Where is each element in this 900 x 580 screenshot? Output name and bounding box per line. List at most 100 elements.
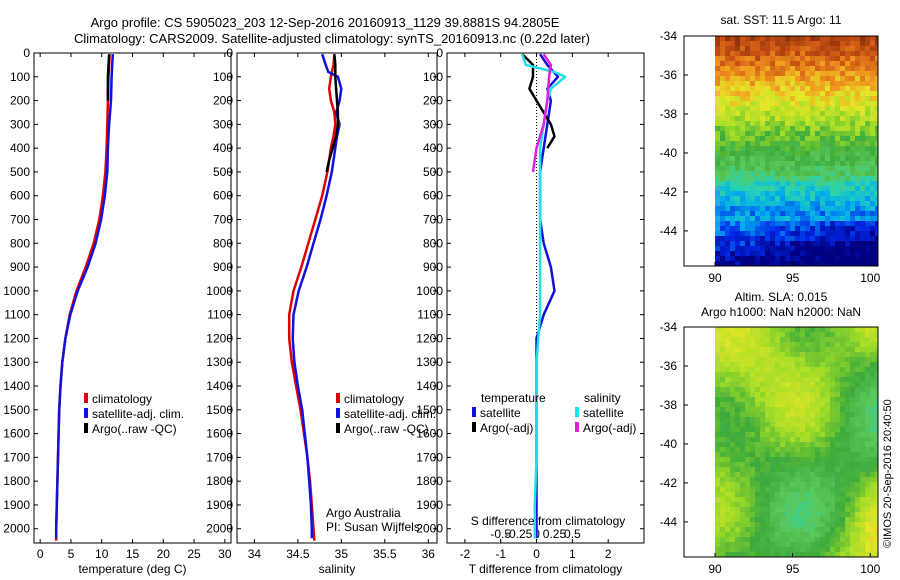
map-cell <box>770 191 776 197</box>
map-cell <box>855 417 861 423</box>
map-cell <box>820 422 826 428</box>
map-cell <box>860 402 866 408</box>
map-cell <box>795 86 801 92</box>
map-cell <box>750 36 756 42</box>
map-cell <box>800 231 806 237</box>
y-tick-label: 1700 <box>416 450 443 464</box>
map-cell <box>835 462 841 468</box>
map-cell <box>785 547 791 553</box>
map-cell <box>785 342 791 348</box>
map-cell <box>870 482 876 488</box>
map-cell <box>810 477 816 483</box>
map-cell <box>775 467 781 473</box>
map-cell <box>845 81 851 87</box>
x-tick-label: 34.5 <box>286 547 310 561</box>
map-cell <box>840 126 846 132</box>
map-cell <box>765 136 771 142</box>
map-cell <box>715 327 721 333</box>
series-line-argo-raw-qc- <box>106 54 111 101</box>
map-cell <box>770 106 776 112</box>
map-x-tick-label: 100 <box>860 562 880 576</box>
map-cell <box>795 61 801 67</box>
map-cell <box>785 106 791 112</box>
map-cell <box>785 156 791 162</box>
map-cell <box>725 236 731 242</box>
map-cell <box>720 261 726 266</box>
map-cell <box>715 402 721 408</box>
map-cell <box>825 236 831 242</box>
map-cell <box>835 51 841 57</box>
map-cell <box>825 517 831 523</box>
map-cell <box>820 482 826 488</box>
map-cell <box>820 417 826 423</box>
map-cell <box>805 106 811 112</box>
map-cell <box>800 402 806 408</box>
map-cell <box>780 492 786 498</box>
map-cell <box>755 342 761 348</box>
map-cell <box>820 86 826 92</box>
map-cell <box>800 442 806 448</box>
x-tick-label: 0 <box>533 547 540 561</box>
map-cell <box>760 196 766 202</box>
map-cell <box>805 136 811 142</box>
map-cell <box>800 61 806 67</box>
map-cell <box>840 462 846 468</box>
map-cell <box>725 462 731 468</box>
map-y-tick-label: -34 <box>660 29 678 43</box>
map-cell <box>810 327 816 333</box>
map-cell <box>845 462 851 468</box>
map-cell <box>780 367 786 373</box>
map-cell <box>850 176 856 182</box>
map-cell <box>825 246 831 252</box>
map-cell <box>785 206 791 212</box>
map-cell <box>730 126 736 132</box>
map-cell <box>865 141 871 147</box>
map-y-tick-label: -38 <box>660 398 678 412</box>
map-cell <box>815 432 821 438</box>
map-cell <box>785 542 791 548</box>
map-cell <box>810 547 816 553</box>
map-cell <box>835 191 841 197</box>
map-cell <box>865 542 871 548</box>
map-cell <box>725 427 731 433</box>
map-cell <box>850 462 856 468</box>
map-cell <box>745 41 751 47</box>
map-cell <box>835 472 841 478</box>
map-cell <box>875 472 878 478</box>
map-cell <box>740 131 746 137</box>
map-cell <box>815 231 821 237</box>
map-cell <box>740 141 746 147</box>
map-cell <box>750 226 756 232</box>
map-cell <box>835 91 841 97</box>
map-cell <box>715 332 721 338</box>
map-cell <box>765 517 771 523</box>
map-cell <box>790 547 796 553</box>
map-cell <box>780 106 786 112</box>
map-cell <box>735 216 741 222</box>
map-cell <box>765 537 771 543</box>
map-cell <box>780 387 786 393</box>
map-cell <box>735 76 741 82</box>
map-cell <box>725 457 731 463</box>
map-cell <box>790 216 796 222</box>
y-tick-label: 1200 <box>3 331 30 345</box>
map-cell <box>795 226 801 232</box>
map-cell <box>820 552 826 557</box>
map-cell <box>725 181 731 187</box>
map-cell <box>785 101 791 107</box>
map-cell <box>795 141 801 147</box>
map-cell <box>845 166 851 172</box>
x-tick-label: -2 <box>460 547 471 561</box>
map-cell <box>810 46 816 52</box>
map-cell <box>865 61 871 67</box>
map-cell <box>865 472 871 478</box>
legend-swatch-argo <box>84 423 88 433</box>
map-cell <box>835 176 841 182</box>
map-cell <box>775 86 781 92</box>
map-cell <box>780 482 786 488</box>
map-cell <box>860 61 866 67</box>
map-cell <box>780 512 786 518</box>
map-cell <box>835 397 841 403</box>
map-cell <box>855 86 861 92</box>
map-cell <box>795 497 801 503</box>
